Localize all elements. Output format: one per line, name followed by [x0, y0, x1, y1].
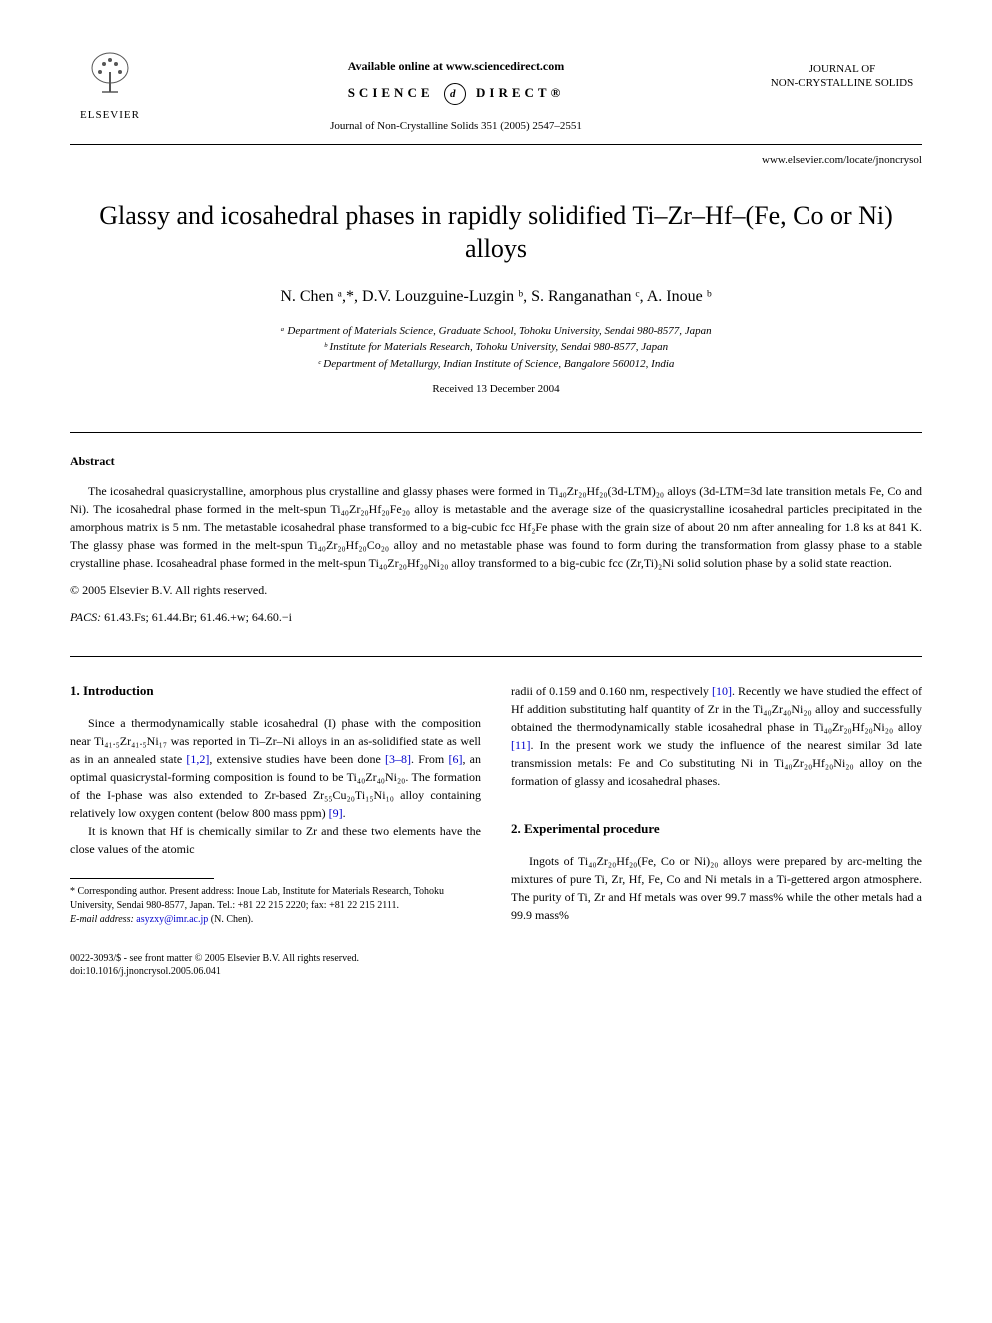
footnote-divider: [70, 878, 214, 879]
affiliation-c: ᶜ Department of Metallurgy, Indian Insti…: [70, 356, 922, 373]
intro-continuation: radii of 0.159 and 0.160 nm, respectivel…: [511, 682, 922, 790]
ref-link-6[interactable]: [6]: [448, 752, 462, 766]
affiliation-b: ᵇ Institute for Materials Research, Toho…: [70, 339, 922, 356]
affiliations: ᵃ Department of Materials Science, Gradu…: [70, 323, 922, 373]
pacs-codes: 61.43.Fs; 61.44.Br; 61.46.+w; 64.60.−i: [104, 610, 292, 624]
body-columns: 1. Introduction Since a thermodynamicall…: [70, 682, 922, 927]
email-label: E-mail address:: [70, 914, 134, 925]
corresponding-author-footnote: * Corresponding author. Present address:…: [70, 885, 481, 927]
abstract-heading: Abstract: [70, 453, 922, 470]
elsevier-tree-icon: [70, 50, 150, 104]
ref-link-11[interactable]: [11]: [511, 738, 531, 752]
introduction-heading: 1. Introduction: [70, 682, 481, 700]
pacs-line: PACS: 61.43.Fs; 61.44.Br; 61.46.+w; 64.6…: [70, 609, 922, 626]
header-center: Available online at www.sciencedirect.co…: [150, 50, 762, 134]
doi-line: doi:10.1016/j.jnoncrysol.2005.06.041: [70, 965, 922, 978]
publisher-logo: ELSEVIER: [70, 50, 150, 123]
ref-link-1-2[interactable]: [1,2]: [186, 752, 209, 766]
footnote-text: * Corresponding author. Present address:…: [70, 885, 481, 913]
email-link[interactable]: asyzxy@imr.ac.jp: [136, 914, 208, 925]
ref-link-3-8[interactable]: [3–8]: [385, 752, 411, 766]
pacs-label: PACS:: [70, 610, 101, 624]
science-direct-branding: SCIENCE d DIRECT®: [150, 83, 762, 105]
received-date: Received 13 December 2004: [70, 382, 922, 397]
article-title: Glassy and icosahedral phases in rapidly…: [70, 199, 922, 267]
experimental-paragraph-1: Ingots of Ti₄₀Zr₂₀Hf₂₀(Fe, Co or Ni)₂₀ a…: [511, 852, 922, 924]
copyright-text: © 2005 Elsevier B.V. All rights reserved…: [70, 582, 922, 599]
page-footer: 0022-3093/$ - see front matter © 2005 El…: [70, 952, 922, 978]
intro-paragraph-2: It is known that Hf is chemically simila…: [70, 822, 481, 858]
intro-paragraph-1: Since a thermodynamically stable icosahe…: [70, 714, 481, 822]
available-online-text: Available online at www.sciencedirect.co…: [150, 58, 762, 75]
ref-link-10[interactable]: [10]: [712, 684, 732, 698]
publisher-name: ELSEVIER: [70, 108, 150, 123]
journal-name-box: JOURNAL OF NON-CRYSTALLINE SOLIDS: [762, 50, 922, 91]
abstract-text: The icosahedral quasicrystalline, amorph…: [70, 482, 922, 572]
experimental-heading: 2. Experimental procedure: [511, 820, 922, 838]
left-column: 1. Introduction Since a thermodynamicall…: [70, 682, 481, 927]
journal-line2: NON-CRYSTALLINE SOLIDS: [762, 76, 922, 90]
sd-right: DIRECT®: [476, 85, 564, 100]
right-column: radii of 0.159 and 0.160 nm, respectivel…: [511, 682, 922, 927]
authors-list: N. Chen ᵃ,*, D.V. Louzguine-Luzgin ᵇ, S.…: [70, 286, 922, 308]
journal-url[interactable]: www.elsevier.com/locate/jnoncrysol: [70, 153, 922, 168]
sd-left: SCIENCE: [348, 85, 434, 100]
journal-line1: JOURNAL OF: [762, 62, 922, 76]
email-author: (N. Chen).: [211, 914, 254, 925]
header-section: ELSEVIER Available online at www.science…: [70, 50, 922, 145]
ref-link-9[interactable]: [9]: [329, 806, 343, 820]
divider-bottom: [70, 656, 922, 657]
sd-logo-icon: d: [444, 83, 466, 105]
issn-line: 0022-3093/$ - see front matter © 2005 El…: [70, 952, 922, 965]
divider-top: [70, 432, 922, 433]
citation-text: Journal of Non-Crystalline Solids 351 (2…: [150, 119, 762, 134]
affiliation-a: ᵃ Department of Materials Science, Gradu…: [70, 323, 922, 340]
